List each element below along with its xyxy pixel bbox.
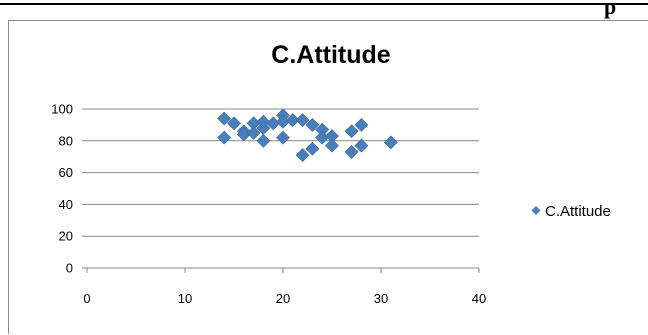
data-point — [305, 117, 320, 132]
header-rule — [0, 3, 648, 5]
x-tick-label: 10 — [178, 291, 192, 306]
y-tick-label: 60 — [59, 165, 73, 180]
data-point — [344, 124, 359, 139]
data-point — [354, 117, 369, 132]
y-tick-label: 0 — [66, 261, 73, 276]
data-points — [217, 108, 398, 163]
legend-marker — [531, 206, 541, 215]
chart-frame: C.Attitude 0 20 40 60 80 100 0 10 20 30 40 C.Atti… — [8, 20, 648, 334]
axes — [82, 108, 480, 273]
data-point — [256, 133, 271, 148]
data-point — [295, 113, 310, 128]
x-tick-labels: 0 10 20 30 40 — [83, 291, 486, 306]
y-tick-labels: 0 20 40 60 80 100 — [51, 102, 73, 276]
x-tick-label: 0 — [83, 291, 90, 306]
data-point — [285, 113, 300, 128]
y-tick-label: 40 — [59, 197, 73, 212]
scatter-chart: C.Attitude 0 20 40 60 80 100 0 10 20 30 40 C.Atti… — [51, 41, 611, 306]
data-point — [217, 111, 232, 126]
data-point — [217, 130, 232, 145]
x-tick-label: 30 — [374, 291, 388, 306]
data-point — [305, 141, 320, 156]
x-tick-label: 40 — [472, 291, 486, 306]
data-point — [295, 148, 310, 163]
x-tick-label: 20 — [276, 291, 290, 306]
legend-label: C.Attitude — [545, 203, 611, 220]
data-point — [325, 138, 339, 153]
data-point — [354, 138, 369, 153]
data-point — [227, 116, 241, 131]
data-point — [256, 114, 271, 129]
legend: C.Attitude — [531, 203, 611, 220]
chart-title: C.Attitude — [271, 41, 391, 69]
data-point — [276, 130, 290, 145]
y-tick-label: 80 — [59, 133, 73, 148]
data-point — [383, 135, 398, 150]
data-point — [344, 145, 359, 159]
y-tick-label: 20 — [59, 229, 73, 244]
y-tick-label: 100 — [51, 102, 73, 117]
data-point — [246, 125, 261, 140]
